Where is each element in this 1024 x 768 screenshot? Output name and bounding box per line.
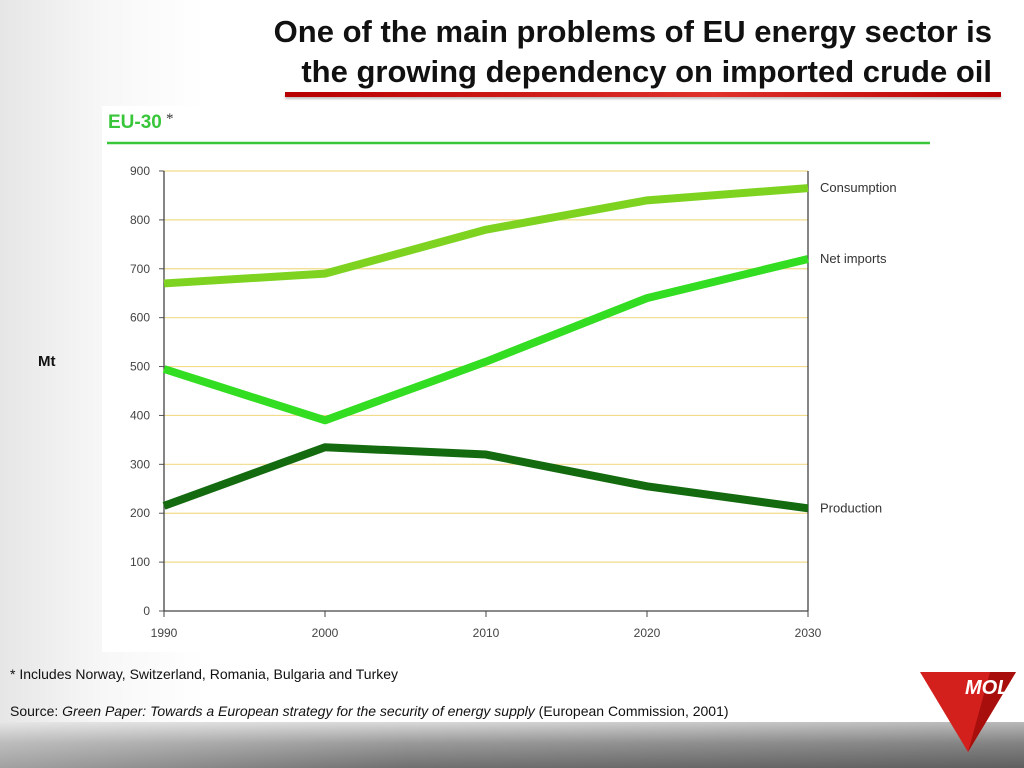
x-tick-label: 2030 (795, 626, 822, 640)
slide-title-line2: the growing dependency on imported crude… (301, 54, 992, 89)
source-prefix: Source: (10, 703, 63, 719)
source-suffix: (European Commission, 2001) (534, 703, 729, 719)
slide-title-line1: One of the main problems of EU energy se… (273, 14, 992, 49)
series-line-net-imports (162, 255, 809, 425)
x-tick-label: 1990 (151, 626, 178, 640)
y-tick-label: 100 (130, 555, 150, 569)
series-line-production (162, 443, 809, 513)
line-chart: EU-30 * 0 100 200 300 400 500 600 700 800 900 1990… (107, 111, 930, 640)
series-line-consumption (163, 184, 809, 288)
y-tick-label: 500 (130, 360, 150, 374)
footnote: * Includes Norway, Switzerland, Romania,… (10, 666, 399, 682)
series-label-consumption: Consumption (820, 180, 897, 195)
mol-logo: MOL (920, 672, 1016, 752)
y-tick-label: 200 (130, 506, 150, 520)
chart-title: EU-30 (108, 112, 162, 133)
y-tick-label: 400 (130, 408, 150, 422)
y-tick-label: 600 (130, 311, 150, 325)
y-tick-label: 700 (130, 262, 150, 276)
series-label-production: Production (820, 500, 882, 515)
title-underline (285, 92, 1001, 97)
source-note: Source: Green Paper: Towards a European … (10, 703, 729, 719)
logo-text: MOL (965, 677, 1009, 699)
y-tick-label: 300 (130, 457, 150, 471)
x-tick-label: 2020 (634, 626, 661, 640)
x-tick-label: 2000 (312, 626, 339, 640)
logo-triangle-shade (968, 672, 1016, 752)
y-axis-unit-label: Mt (38, 353, 56, 370)
y-tick-label: 900 (130, 164, 150, 178)
footer-band (0, 722, 1024, 768)
series-label-net-imports: Net imports (820, 251, 887, 266)
y-tick-label: 0 (143, 604, 150, 618)
chart-title-marker: * (166, 111, 174, 127)
chart-panel: EU-30 * 0 100 200 300 400 500 600 700 800 900 1990… (102, 106, 948, 652)
x-tick-label: 2010 (473, 626, 500, 640)
slide-title: One of the main problems of EU energy se… (172, 12, 992, 92)
y-tick-label: 800 (130, 213, 150, 227)
source-title: Green Paper: Towards a European strategy… (62, 703, 535, 719)
